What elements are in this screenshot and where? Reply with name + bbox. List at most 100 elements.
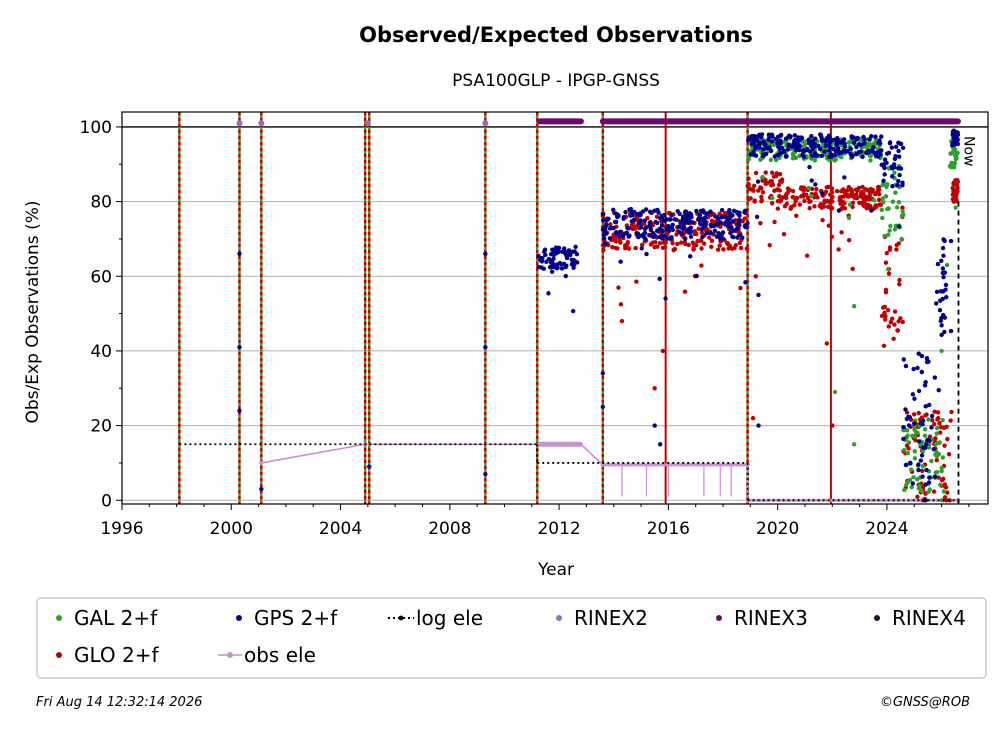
- data-point-gps: [851, 140, 857, 145]
- data-point-gps: [878, 148, 883, 154]
- x-tick-label: 2008: [428, 519, 471, 539]
- data-point-gps: [842, 175, 847, 180]
- data-point-gps: [817, 146, 823, 152]
- data-point-gps: [702, 215, 708, 220]
- obs-ele-point: [576, 441, 582, 447]
- data-point-glo: [860, 202, 866, 207]
- data-point-gps: [679, 231, 684, 236]
- data-point-gps: [620, 233, 625, 238]
- legend-label: obs ele: [244, 643, 316, 667]
- data-point-gps: [834, 143, 839, 148]
- obs-ele-point: [702, 463, 706, 467]
- data-point-gal: [888, 223, 893, 229]
- data-point-glo: [805, 195, 811, 201]
- data-point-gps: [924, 467, 929, 473]
- data-point-glo: [876, 184, 882, 190]
- data-point-gps: [865, 150, 870, 155]
- data-point-gps: [738, 232, 743, 238]
- data-point-glo: [696, 226, 701, 231]
- data-point-glo: [801, 194, 806, 199]
- obs-ele-point: [725, 463, 729, 467]
- data-point-gps: [757, 141, 763, 147]
- data-point-glo: [655, 244, 660, 249]
- obs-ele-point: [626, 463, 631, 467]
- data-point-glo: [611, 234, 616, 239]
- data-point-gps: [942, 238, 947, 244]
- data-point-gps: [858, 149, 864, 154]
- data-point-gps: [860, 154, 865, 160]
- data-point-gps: [643, 207, 649, 212]
- data-point-gps: [832, 152, 838, 158]
- data-point-gal: [933, 441, 939, 447]
- data-point-gps: [890, 184, 895, 189]
- data-point-gps: [910, 481, 915, 486]
- data-point-gps: [904, 416, 910, 422]
- data-point-glo: [857, 200, 862, 206]
- data-point-gps: [903, 407, 908, 412]
- data-point-gps: [564, 263, 569, 268]
- data-point-gps: [916, 439, 922, 444]
- data-point-gps: [796, 147, 802, 153]
- data-point-gps: [895, 182, 900, 188]
- data-point-glo: [830, 423, 835, 428]
- data-point-gal: [871, 141, 877, 146]
- data-point-glo: [613, 245, 618, 251]
- obs-ele-point: [603, 463, 608, 467]
- obs-ele-point: [708, 463, 713, 467]
- data-point-gps: [781, 150, 787, 155]
- data-point-gps: [743, 208, 748, 214]
- data-point-gps: [675, 209, 680, 214]
- data-point-glo: [733, 243, 739, 248]
- obs-ele-point: [613, 463, 618, 467]
- legend-marker: [56, 615, 62, 621]
- data-point-gal: [893, 190, 898, 195]
- data-point-gal: [901, 447, 907, 453]
- data-point-gal: [769, 195, 775, 201]
- data-point-gps: [652, 423, 657, 428]
- data-point-gps: [823, 143, 829, 149]
- legend-marker: [398, 615, 404, 621]
- data-point-glo: [839, 230, 844, 235]
- data-point-glo: [837, 198, 842, 203]
- data-point-gps: [939, 258, 944, 264]
- data-point-glo: [827, 200, 832, 205]
- data-point-glo: [841, 194, 847, 199]
- plot-marks: [178, 112, 961, 504]
- data-point-gal: [934, 431, 939, 436]
- data-point-gps: [884, 160, 889, 166]
- data-point-glo: [752, 199, 757, 204]
- data-point-gps: [727, 211, 733, 216]
- data-point-glo: [619, 318, 625, 324]
- data-point-gps: [727, 216, 732, 221]
- data-point-gps: [660, 228, 665, 234]
- data-point-glo: [709, 218, 715, 224]
- data-point-gps: [601, 211, 606, 217]
- data-point-gal: [806, 185, 812, 191]
- data-point-glo: [804, 253, 810, 258]
- data-point-gps: [559, 266, 565, 271]
- data-point-glo: [836, 247, 841, 252]
- data-point-glo: [802, 198, 807, 204]
- data-point-glo: [915, 494, 920, 500]
- data-point-glo: [682, 289, 688, 294]
- data-point-glo: [896, 241, 902, 246]
- data-point-gps: [754, 137, 759, 143]
- data-point-gps: [897, 172, 902, 178]
- obs-ele-point: [633, 463, 637, 467]
- data-point-gps: [944, 294, 949, 300]
- data-point-gps: [785, 147, 791, 152]
- data-point-glo: [679, 240, 684, 245]
- data-point-gps: [912, 396, 917, 401]
- data-point-gps: [934, 289, 940, 294]
- obs-ele-point: [928, 498, 933, 503]
- data-point-glo: [625, 241, 630, 246]
- data-point-gps: [857, 142, 862, 147]
- data-point-gal: [908, 467, 914, 472]
- obs-ele-point: [607, 463, 611, 467]
- data-point-glo: [936, 415, 941, 421]
- data-point-gps: [711, 223, 717, 229]
- data-point-gps: [804, 147, 810, 153]
- data-point-glo: [782, 204, 788, 209]
- x-axis-label: Year: [537, 560, 574, 580]
- data-point-gps: [896, 224, 902, 229]
